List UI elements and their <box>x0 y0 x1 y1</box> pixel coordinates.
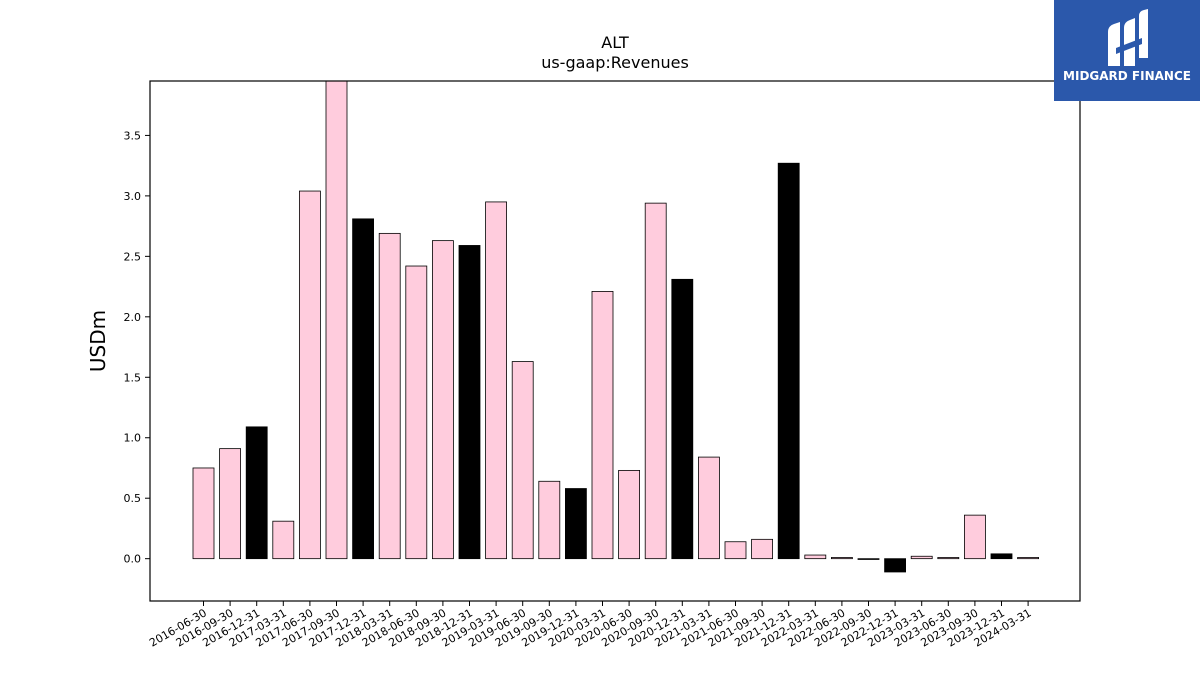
y-tick-label: 2.5 <box>124 250 142 263</box>
bar-2020-06-30 <box>618 469 640 560</box>
bar-2023-03-31 <box>910 555 933 560</box>
bar-2020-12-31 <box>671 278 694 560</box>
y-tick-label: 3.0 <box>124 190 142 203</box>
bars-group <box>192 80 1039 573</box>
logo-text: MIDGARD FINANCE <box>1063 69 1191 83</box>
bar-2017-09-30 <box>325 80 348 560</box>
chart-title: ALT <box>601 33 629 52</box>
bar-2020-03-31 <box>591 291 614 560</box>
plot-frame <box>149 80 1081 602</box>
bar-2022-03-31 <box>804 554 827 560</box>
bar-2021-03-31 <box>698 456 720 560</box>
bar-2023-06-30 <box>937 557 960 560</box>
bar-2022-09-30 <box>857 558 880 560</box>
bar-2019-09-30 <box>538 480 561 560</box>
bar-2018-12-31 <box>458 245 481 560</box>
bar-2020-09-30 <box>644 202 667 560</box>
bar-2023-12-31 <box>990 553 1013 560</box>
y-tick-label: 2.0 <box>124 311 142 324</box>
y-tick-label: 0.5 <box>124 492 142 505</box>
bar-2017-06-30 <box>298 190 321 560</box>
bar-2018-09-30 <box>431 240 454 560</box>
logo-mark-icon <box>1108 9 1148 66</box>
bar-2019-03-31 <box>485 201 508 560</box>
bar-2021-06-30 <box>724 541 747 560</box>
y-axis: 0.0 0.5 1.0 1.5 2.0 2.5 3.0 3.5 <box>124 129 150 566</box>
bar-2021-12-31 <box>777 162 800 560</box>
bar-2017-12-31 <box>352 218 375 560</box>
x-axis: 2016-06-302016-09-302016-12-312017-03-31… <box>147 601 1034 650</box>
bar-2016-06-30 <box>192 467 215 560</box>
bar-2019-12-31 <box>565 488 587 560</box>
y-tick-label: 3.5 <box>124 129 142 142</box>
bar-2022-12-31 <box>884 558 906 573</box>
bar-2024-03-31 <box>1017 557 1039 560</box>
chart-subtitle: us-gaap:Revenues <box>541 53 689 72</box>
bar-2022-06-30 <box>831 557 853 560</box>
y-tick-label: 0.0 <box>124 553 142 566</box>
bar-2016-09-30 <box>219 448 242 560</box>
bar-2023-09-30 <box>964 514 986 560</box>
bar-2021-09-30 <box>751 538 773 560</box>
y-tick-label: 1.0 <box>124 432 142 445</box>
midgard-finance-logo: MIDGARD FINANCE <box>1054 0 1200 101</box>
y-axis-label: USDm <box>86 310 110 372</box>
bar-2018-03-31 <box>378 232 401 560</box>
bar-2018-06-30 <box>405 265 428 560</box>
bar-2019-06-30 <box>511 361 534 560</box>
y-tick-label: 1.5 <box>124 371 142 384</box>
bar-2017-03-31 <box>272 520 295 560</box>
bar-2016-12-31 <box>245 426 268 560</box>
